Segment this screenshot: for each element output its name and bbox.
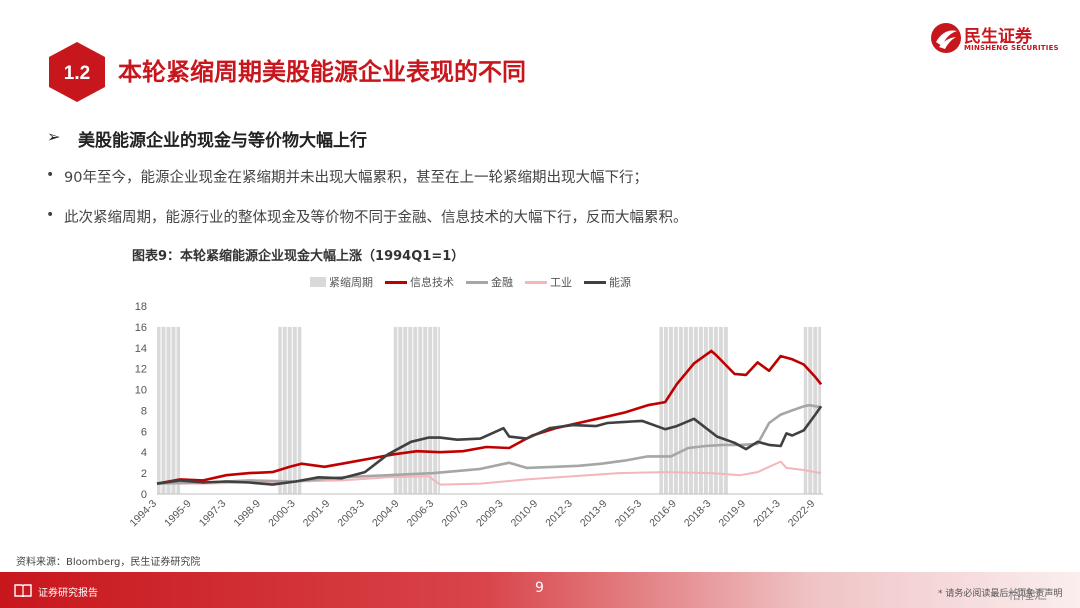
y-tick-label: 10 bbox=[135, 385, 147, 397]
logo-name-cn: 民生证券 bbox=[964, 27, 1032, 47]
x-tick-label: 2004-9 bbox=[370, 498, 402, 530]
x-tick-label: 2018-3 bbox=[682, 498, 714, 530]
y-tick-label: 2 bbox=[141, 468, 147, 480]
brand-logo: 民生证券 MINSHENG SECURITIES bbox=[930, 20, 1060, 60]
x-tick-label: 2006-3 bbox=[405, 498, 437, 530]
legend-item-info-tech: 信息技术 bbox=[385, 274, 454, 290]
legend-label: 工业 bbox=[550, 276, 572, 289]
legend-swatch bbox=[466, 280, 488, 284]
legend-swatch bbox=[525, 280, 547, 284]
chart-legend: 紧缩周期 信息技术 金融 工业 能源 bbox=[310, 273, 643, 291]
legend-label: 能源 bbox=[609, 276, 631, 289]
x-tick-label: 2019-9 bbox=[717, 498, 749, 530]
page-number: 9 bbox=[535, 580, 544, 596]
x-tick-label: 1998-9 bbox=[231, 498, 263, 530]
disclaimer-text: * 请务必阅读最后一页免责声明 bbox=[938, 589, 1063, 599]
x-tick-label: 1997-3 bbox=[197, 498, 229, 530]
logo-name-en: MINSHENG SECURITIES bbox=[964, 44, 1059, 52]
source-note: 资料来源：Bloomberg，民生证券研究院 bbox=[16, 557, 201, 568]
y-tick-label: 14 bbox=[135, 343, 147, 355]
x-tick-label: 2013-9 bbox=[578, 498, 610, 530]
x-tick-label: 2003-3 bbox=[335, 498, 367, 530]
subheading: 美股能源企业的现金与等价物大幅上行 bbox=[78, 131, 367, 151]
y-tick-label: 16 bbox=[135, 322, 147, 334]
x-tick-label: 2015-3 bbox=[613, 498, 645, 530]
book-icon bbox=[14, 584, 32, 597]
legend-label: 金融 bbox=[491, 276, 513, 289]
logo-mark-icon bbox=[931, 23, 961, 53]
y-tick-label: 4 bbox=[141, 447, 147, 459]
legend-swatch bbox=[310, 277, 326, 287]
section-badge: 1.2 bbox=[49, 42, 105, 102]
y-tick-label: 0 bbox=[141, 489, 147, 501]
footer-bar: 证券研究报告 9 * 请务必阅读最后一页免责声明 格隆汇 bbox=[0, 572, 1080, 608]
x-tick-label: 2000-3 bbox=[266, 498, 298, 530]
legend-label: 信息技术 bbox=[410, 276, 454, 289]
series-line-energy bbox=[156, 405, 823, 486]
watermark-text: 格隆汇 bbox=[1008, 588, 1048, 603]
x-tick-label: 1995-9 bbox=[162, 498, 194, 530]
x-tick-label: 2007-9 bbox=[439, 498, 471, 530]
x-tick-label: 2016-9 bbox=[647, 498, 679, 530]
x-tick-label: 2001-9 bbox=[301, 498, 333, 530]
series-line-finance bbox=[156, 403, 822, 485]
legend-item-finance: 金融 bbox=[466, 274, 513, 290]
page-title: 本轮紧缩周期美股能源企业表现的不同 bbox=[118, 58, 526, 86]
figure-title: 图表9：本轮紧缩能源企业现金大幅上涨（1994Q1=1） bbox=[132, 249, 465, 264]
bullet-dot-icon: • bbox=[46, 167, 55, 183]
tightening-band bbox=[157, 326, 181, 494]
section-number: 1.2 bbox=[64, 63, 90, 84]
x-tick-label: 2010-9 bbox=[509, 498, 541, 530]
footer-label: 证券研究报告 bbox=[38, 588, 98, 599]
x-tick-label: 2022-9 bbox=[786, 498, 818, 530]
tightening-band bbox=[278, 326, 302, 494]
x-tick-label: 2021-3 bbox=[751, 498, 783, 530]
legend-item-industrial: 工业 bbox=[525, 274, 572, 290]
y-tick-label: 18 bbox=[135, 301, 147, 313]
bullet-text: 此次紧缩周期，能源行业的整体现金及等价物不同于金融、信息技术的大幅下行，反而大幅… bbox=[64, 210, 688, 226]
bullet-text: 90年至今，能源企业现金在紧缩期并未出现大幅累积，甚至在上一轮紧缩期出现大幅下行… bbox=[64, 170, 648, 186]
legend-item-tightening: 紧缩周期 bbox=[310, 274, 373, 290]
x-tick-label: 2012-3 bbox=[543, 498, 575, 530]
x-tick-label: 2009-3 bbox=[474, 498, 506, 530]
legend-swatch bbox=[385, 280, 407, 284]
legend-item-energy: 能源 bbox=[584, 274, 631, 290]
bullet-dot-icon: • bbox=[46, 207, 55, 223]
y-tick-label: 12 bbox=[135, 364, 147, 376]
tightening-band bbox=[393, 326, 440, 494]
y-tick-label: 8 bbox=[141, 405, 147, 417]
x-tick-label: 1994-3 bbox=[128, 498, 160, 530]
legend-label: 紧缩周期 bbox=[329, 276, 373, 289]
legend-swatch bbox=[584, 280, 606, 284]
arrow-bullet-icon: ➢ bbox=[47, 127, 61, 146]
y-tick-label: 6 bbox=[141, 426, 147, 438]
